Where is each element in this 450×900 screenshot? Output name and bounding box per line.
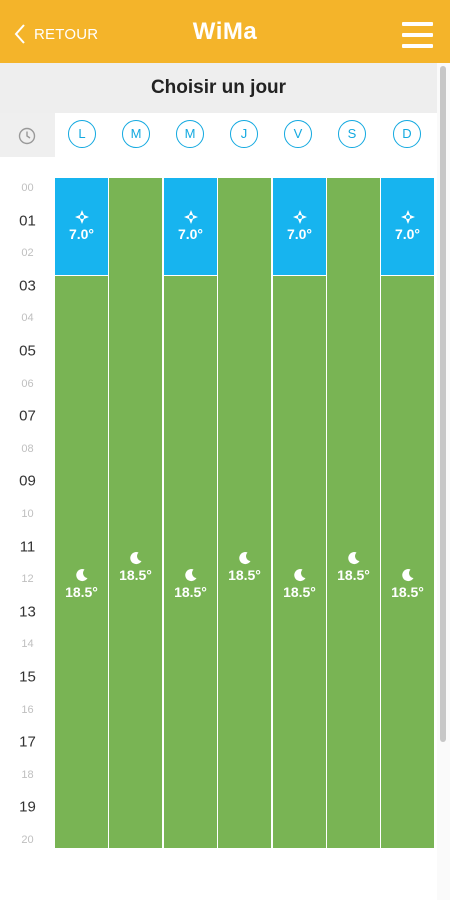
hour-label: 05 (19, 342, 36, 360)
moon-icon (273, 568, 326, 584)
day-schedule-column-0[interactable]: 7.0° 18.5° (55, 178, 108, 848)
page-title: Choisir un jour (0, 63, 437, 113)
comfort-period[interactable]: 18.5° (327, 178, 380, 848)
day-button-6[interactable]: D (393, 120, 421, 148)
day-schedule-column-2[interactable]: 7.0° 18.5° (164, 178, 217, 848)
sun-icon (164, 210, 217, 226)
comfort-period[interactable]: 18.5° (273, 276, 326, 848)
hour-axis: 00 01 02 03 04 05 06 07 08 09 10 11 12 13 14 15 16 17 18 19… (0, 157, 55, 857)
moon-icon (164, 568, 217, 584)
eco-label: 7.0° (381, 210, 434, 243)
day-button-0[interactable]: L (68, 120, 96, 148)
hour-label: 08 (21, 442, 34, 455)
comfort-period[interactable]: 18.5° (55, 276, 108, 848)
hamburger-menu-icon[interactable] (402, 22, 433, 48)
sun-icon (55, 210, 108, 226)
clock-icon (18, 127, 36, 145)
moon-icon (381, 568, 434, 584)
hour-label: 17 (19, 733, 36, 751)
comfort-label: 18.5° (164, 568, 217, 601)
schedule-grid: 7.0° 18.5° 18.5° 7.0° 18.5° 18.5° 7.0° 18.5° 18.… (55, 178, 435, 848)
eco-temperature: 7.0° (286, 226, 313, 242)
hour-label: 12 (21, 573, 34, 586)
day-button-3[interactable]: J (230, 120, 258, 148)
hour-label: 20 (21, 834, 34, 846)
eco-period[interactable]: 7.0° (55, 178, 108, 275)
hour-label: 04 (21, 312, 34, 325)
moon-icon (109, 551, 162, 567)
hour-label: 18 (21, 768, 34, 781)
sun-icon (381, 210, 434, 226)
back-label: RETOUR (34, 25, 99, 43)
clock-cell (0, 113, 55, 157)
comfort-label: 18.5° (109, 551, 162, 584)
hour-label: 15 (19, 668, 36, 686)
day-schedule-column-4[interactable]: 7.0° 18.5° (273, 178, 326, 848)
comfort-label: 18.5° (55, 568, 108, 601)
hour-label: 11 (19, 538, 36, 556)
day-button-2[interactable]: M (176, 120, 204, 148)
comfort-label: 18.5° (381, 568, 434, 601)
app-header: RETOUR WiMa (0, 0, 450, 63)
eco-period[interactable]: 7.0° (273, 178, 326, 275)
hour-label: 19 (19, 798, 36, 816)
comfort-period[interactable]: 18.5° (381, 276, 434, 848)
hour-label: 01 (19, 212, 36, 230)
comfort-label: 18.5° (218, 551, 271, 584)
eco-label: 7.0° (164, 210, 217, 243)
hour-label: 00 (21, 182, 34, 194)
comfort-period[interactable]: 18.5° (164, 276, 217, 848)
comfort-label: 18.5° (273, 568, 326, 601)
scrollbar-thumb[interactable] (440, 66, 446, 742)
day-button-1[interactable]: M (122, 120, 150, 148)
hour-label: 06 (21, 377, 34, 390)
back-button[interactable]: RETOUR (14, 22, 98, 46)
comfort-label: 18.5° (327, 551, 380, 584)
comfort-temperature: 18.5° (65, 584, 98, 600)
hour-label: 14 (21, 638, 34, 651)
comfort-temperature: 18.5° (119, 567, 152, 583)
hour-label: 03 (19, 277, 36, 295)
comfort-temperature: 18.5° (391, 584, 424, 600)
moon-icon (218, 551, 271, 567)
chevron-left-icon (14, 24, 25, 44)
hour-label: 09 (19, 472, 36, 490)
eco-temperature: 7.0° (177, 226, 204, 242)
day-button-4[interactable]: V (284, 120, 312, 148)
eco-period[interactable]: 7.0° (381, 178, 434, 275)
eco-temperature: 7.0° (394, 226, 421, 242)
sun-icon (273, 210, 326, 226)
comfort-temperature: 18.5° (337, 567, 370, 583)
hour-label: 02 (21, 247, 34, 260)
comfort-temperature: 18.5° (283, 584, 316, 600)
hour-label: 13 (19, 603, 36, 621)
comfort-period[interactable]: 18.5° (218, 178, 271, 848)
comfort-temperature: 18.5° (174, 584, 207, 600)
day-schedule-column-5[interactable]: 18.5° (327, 178, 380, 848)
eco-temperature: 7.0° (68, 226, 95, 242)
eco-label: 7.0° (55, 210, 108, 243)
eco-period[interactable]: 7.0° (164, 178, 217, 275)
day-button-5[interactable]: S (338, 120, 366, 148)
hour-label: 07 (19, 407, 36, 425)
moon-icon (55, 568, 108, 584)
day-schedule-column-6[interactable]: 7.0° 18.5° (381, 178, 434, 848)
day-schedule-column-1[interactable]: 18.5° (109, 178, 162, 848)
moon-icon (327, 551, 380, 567)
hour-label: 10 (21, 508, 34, 520)
eco-label: 7.0° (273, 210, 326, 243)
comfort-temperature: 18.5° (228, 567, 261, 583)
app-brand: WiMa (192, 18, 258, 45)
day-schedule-column-3[interactable]: 18.5° (218, 178, 271, 848)
hour-label: 16 (21, 703, 34, 716)
comfort-period[interactable]: 18.5° (109, 178, 162, 848)
